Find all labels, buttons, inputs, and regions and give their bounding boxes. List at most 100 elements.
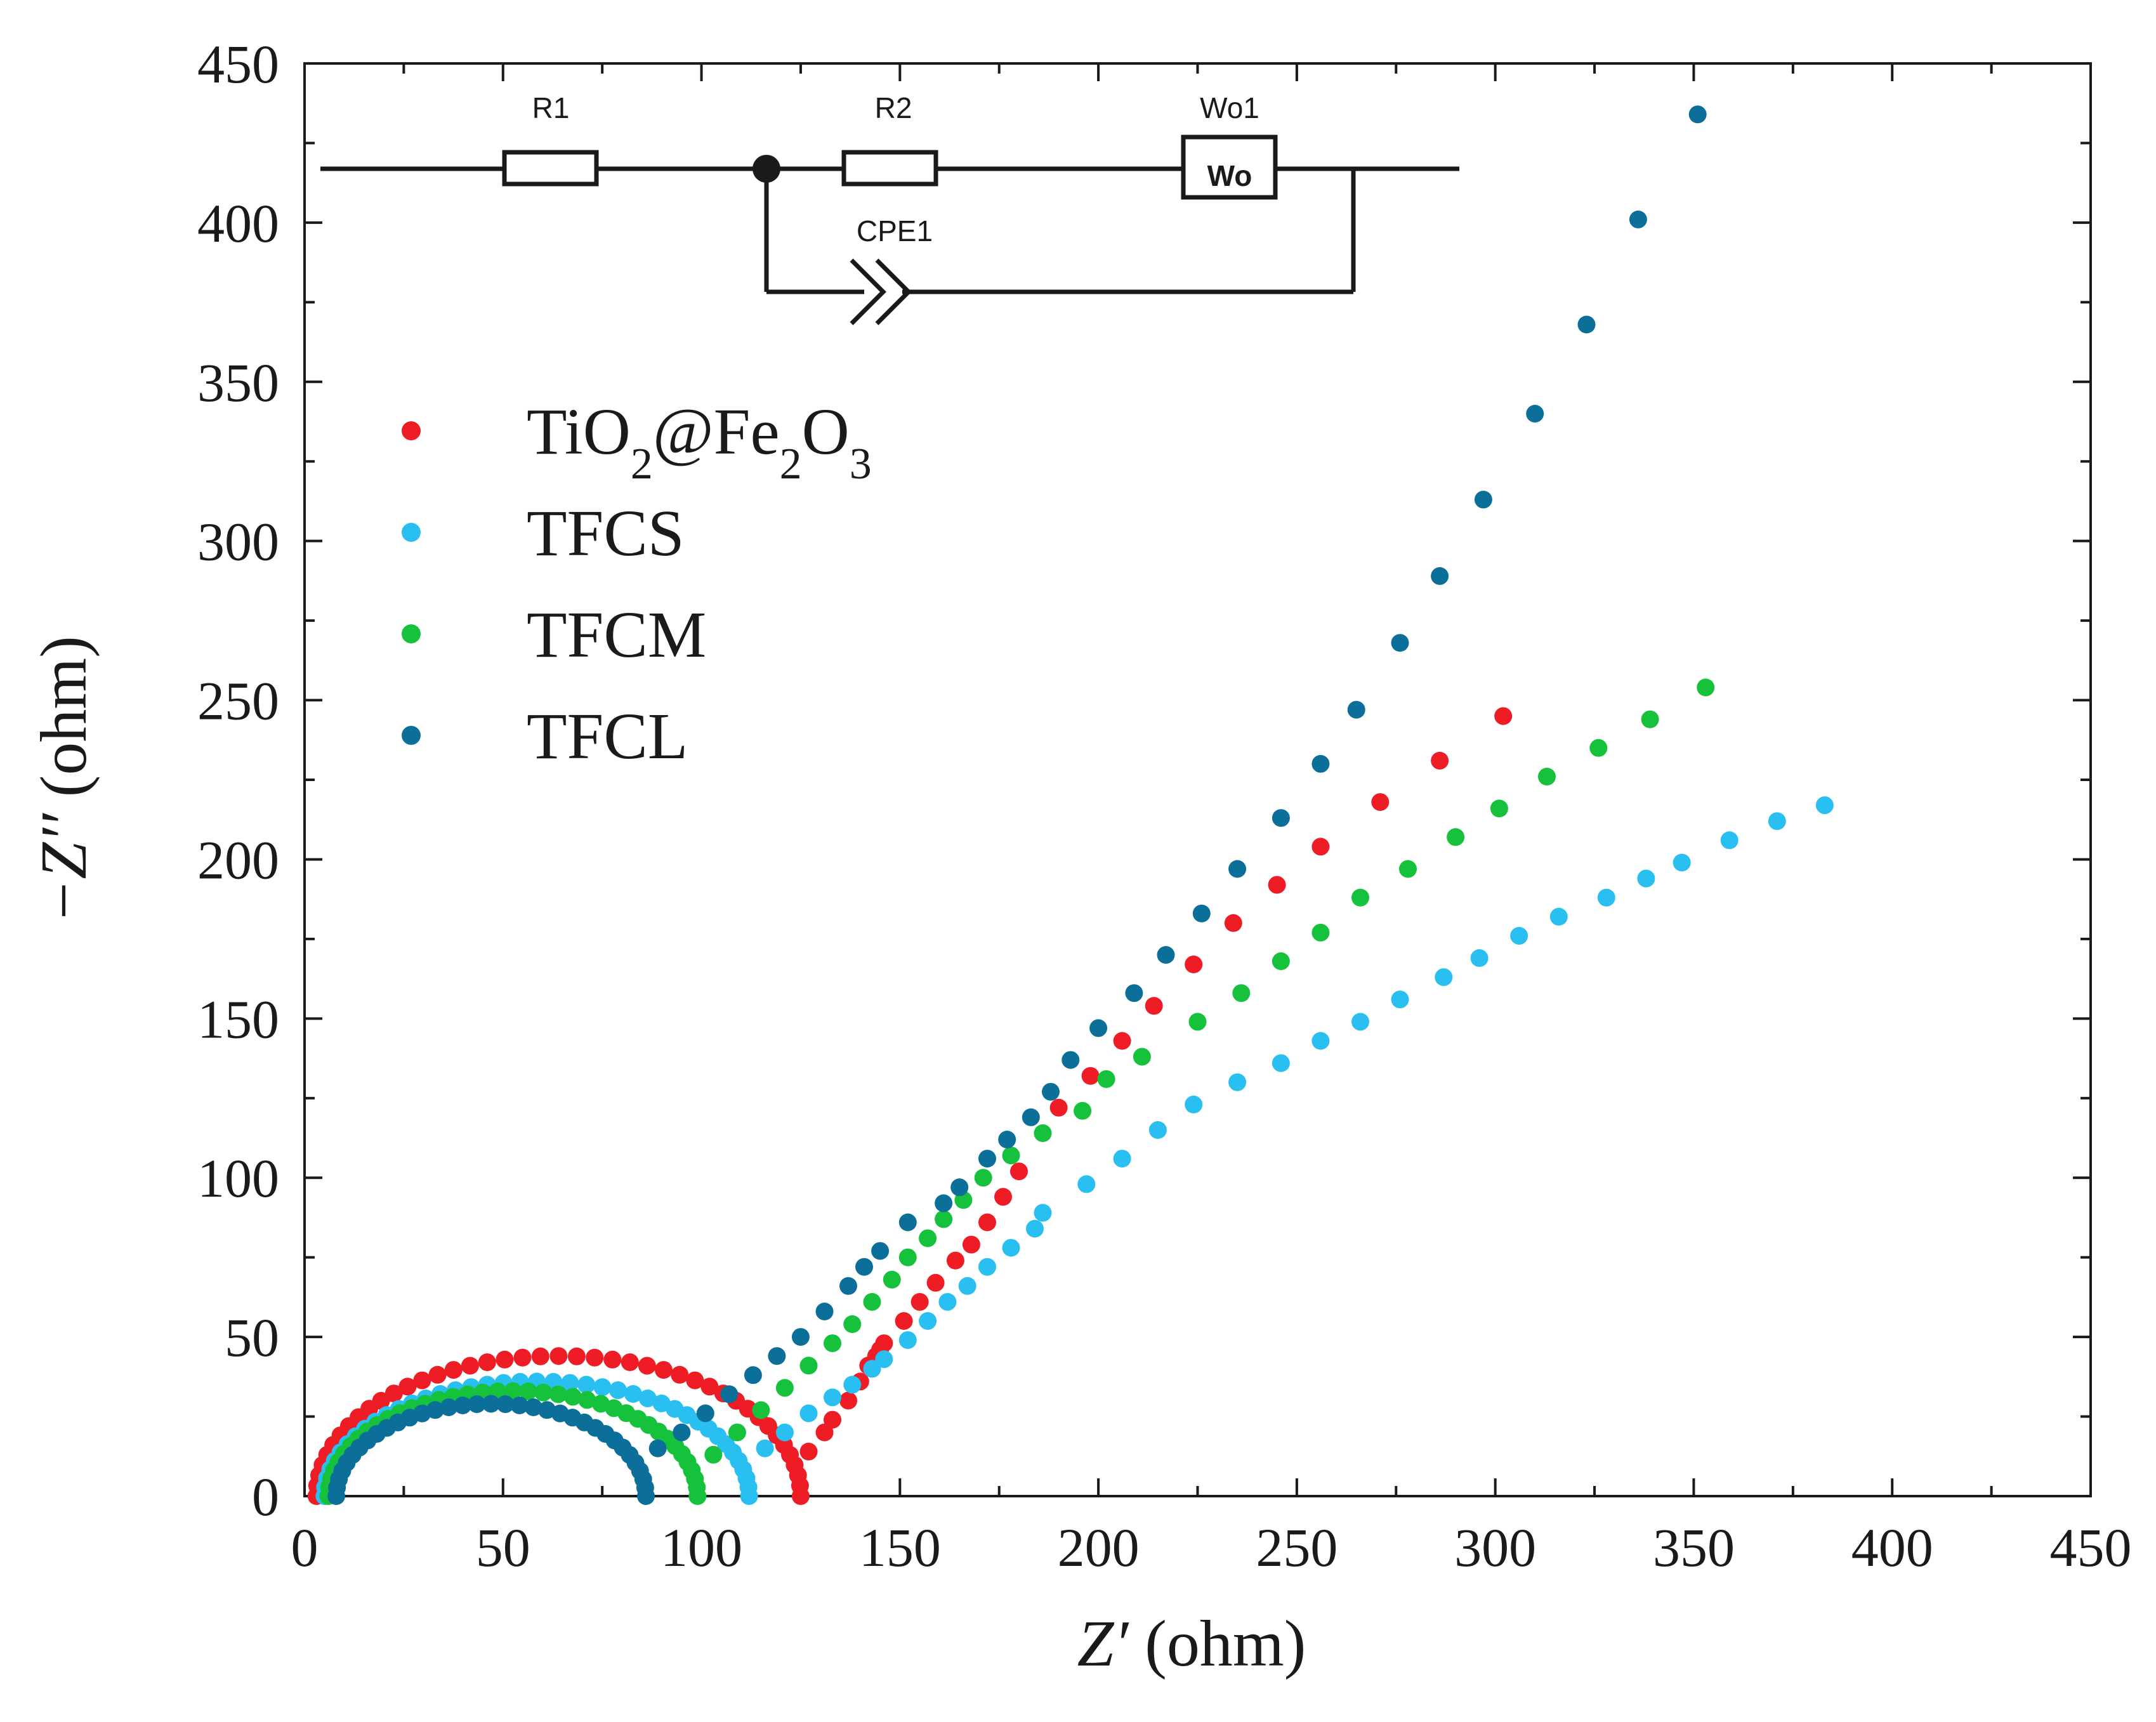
data-point: [843, 1315, 862, 1333]
data-point: [1641, 710, 1659, 728]
data-point: [577, 1376, 596, 1394]
data-point: [1474, 490, 1492, 509]
data-point: [752, 1401, 770, 1419]
data-point: [950, 1178, 969, 1197]
data-point: [1510, 926, 1528, 945]
data-point: [791, 1328, 810, 1346]
data-point: [563, 1388, 582, 1406]
y-tick-label: 250: [197, 671, 279, 732]
data-point: [946, 1251, 964, 1270]
data-point: [958, 1277, 976, 1295]
cpe1-label: CPE1: [857, 214, 933, 247]
data-point: [1077, 1175, 1096, 1193]
data-point: [688, 1487, 707, 1505]
data-point: [1272, 809, 1290, 827]
data-point: [1549, 907, 1568, 926]
data-point: [871, 1242, 890, 1260]
r1-resistor: [502, 150, 599, 187]
data-point: [593, 1378, 612, 1397]
data-point: [935, 1194, 953, 1213]
data-point: [1351, 1013, 1369, 1031]
data-point: [1494, 707, 1513, 725]
data-point: [1435, 968, 1453, 987]
data-point: [1311, 1032, 1330, 1050]
legend-label: TFCS: [527, 497, 685, 570]
data-point: [426, 1401, 444, 1419]
data-point: [1002, 1239, 1020, 1257]
y-tick-label: 50: [225, 1307, 279, 1368]
data-point: [1145, 997, 1163, 1015]
x-tick-label: 450: [2050, 1517, 2132, 1578]
axis-tick-labels: 0 50 100 150 200 250 300 350 400 450 0 50 100 150 200 2…: [197, 34, 2132, 1578]
data-point: [883, 1270, 901, 1289]
y-tick-label: 300: [197, 511, 279, 572]
data-point: [1034, 1204, 1052, 1222]
data-point: [468, 1395, 486, 1414]
data-point: [1577, 315, 1596, 334]
data-point: [978, 1258, 996, 1276]
series-tio2-fe2o3: [307, 707, 1513, 1505]
plot-frame: [303, 62, 2092, 1497]
data-point: [686, 1371, 704, 1390]
data-point: [1589, 739, 1608, 757]
data-point: [910, 1292, 929, 1311]
x-axis-title: Z′ (ohm): [1077, 1607, 1306, 1680]
data-point: [1089, 1019, 1108, 1037]
data-point: [1125, 984, 1143, 1002]
data-point: [1192, 904, 1211, 923]
data-point: [638, 1357, 656, 1375]
series-tfcl: [327, 105, 1707, 1505]
data-point: [1768, 812, 1786, 831]
data-point: [824, 1410, 841, 1429]
data-point: [824, 1334, 841, 1353]
data-points: [307, 105, 1834, 1505]
data-point: [1391, 634, 1409, 652]
data-point: [839, 1277, 857, 1295]
data-point: [637, 1487, 655, 1505]
data-point: [1042, 1082, 1060, 1101]
legend-label: TFCL: [527, 700, 688, 773]
data-point: [1431, 567, 1449, 585]
data-point: [1148, 1121, 1167, 1139]
data-point: [454, 1397, 472, 1414]
data-point: [1815, 796, 1834, 815]
data-point: [704, 1445, 723, 1464]
data-point: [1268, 876, 1286, 894]
data-point: [740, 1487, 758, 1505]
data-point: [839, 1391, 857, 1410]
data-point: [994, 1188, 1012, 1206]
x-tick-label: 50: [476, 1517, 530, 1578]
data-point: [603, 1350, 622, 1369]
data-point: [578, 1391, 596, 1409]
circuit-node: [753, 155, 780, 183]
data-point: [728, 1423, 746, 1442]
x-tick-label: 0: [291, 1517, 319, 1578]
data-point: [919, 1229, 937, 1247]
data-point: [1629, 210, 1647, 228]
data-point: [1526, 405, 1544, 423]
data-point: [504, 1382, 522, 1400]
legend-label: TiO2@Fe2O3: [527, 395, 872, 489]
x-tick-label: 350: [1653, 1517, 1735, 1578]
data-point: [998, 1131, 1016, 1148]
data-point: [1347, 700, 1365, 719]
data-point: [1538, 768, 1556, 785]
data-point: [1228, 1073, 1247, 1091]
data-point: [1081, 1067, 1100, 1085]
data-point: [531, 1347, 549, 1365]
data-point: [549, 1385, 567, 1403]
data-point: [1637, 869, 1655, 888]
data-point: [799, 1442, 818, 1461]
data-point: [513, 1348, 532, 1367]
y-tick-label: 400: [197, 193, 279, 254]
data-point: [1311, 838, 1330, 856]
r2-label: R2: [875, 91, 912, 124]
data-point: [549, 1347, 568, 1365]
y-tick-label: 100: [197, 1148, 279, 1209]
data-point: [648, 1439, 667, 1457]
y-tick-label: 150: [197, 989, 279, 1049]
data-point: [1185, 956, 1203, 973]
data-point: [978, 1150, 996, 1168]
data-point: [1022, 1108, 1040, 1126]
